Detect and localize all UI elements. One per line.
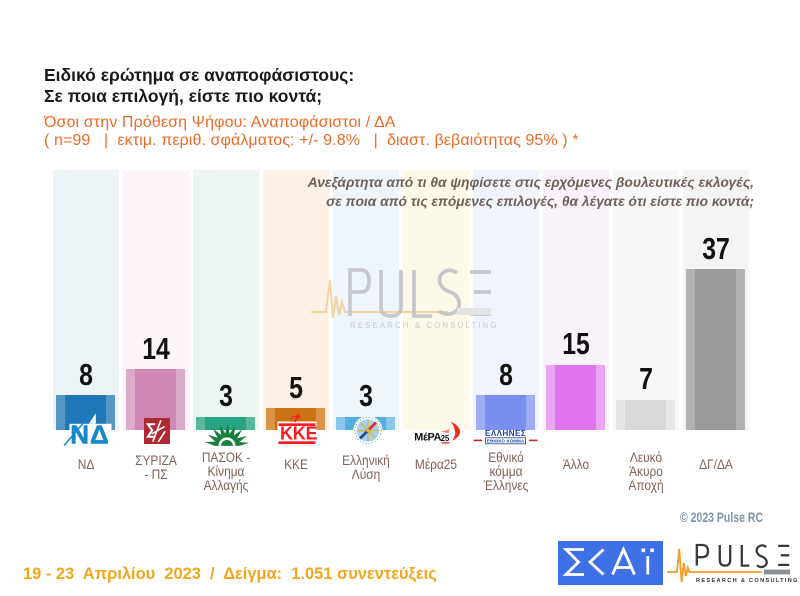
svg-text:RESEARCH & CONSULTING: RESEARCH & CONSULTING [350, 321, 499, 330]
svg-text:ΕΘΝΙΚΟ ΚΟΜΜΑ: ΕΘΝΙΚΟ ΚΟΜΜΑ [487, 439, 525, 444]
svg-text:25: 25 [441, 434, 450, 443]
svg-text:ΕΛΛΗΝΕΣ: ΕΛΛΗΝΕΣ [485, 429, 526, 438]
svg-text:RESEARCH & CONSULTING: RESEARCH & CONSULTING [696, 578, 799, 584]
svg-text:ΝΔ: ΝΔ [70, 420, 109, 450]
svg-text:ΚΚΕ: ΚΚΕ [280, 424, 318, 444]
svg-text:ΜέΡΑ: ΜέΡΑ [414, 432, 441, 444]
